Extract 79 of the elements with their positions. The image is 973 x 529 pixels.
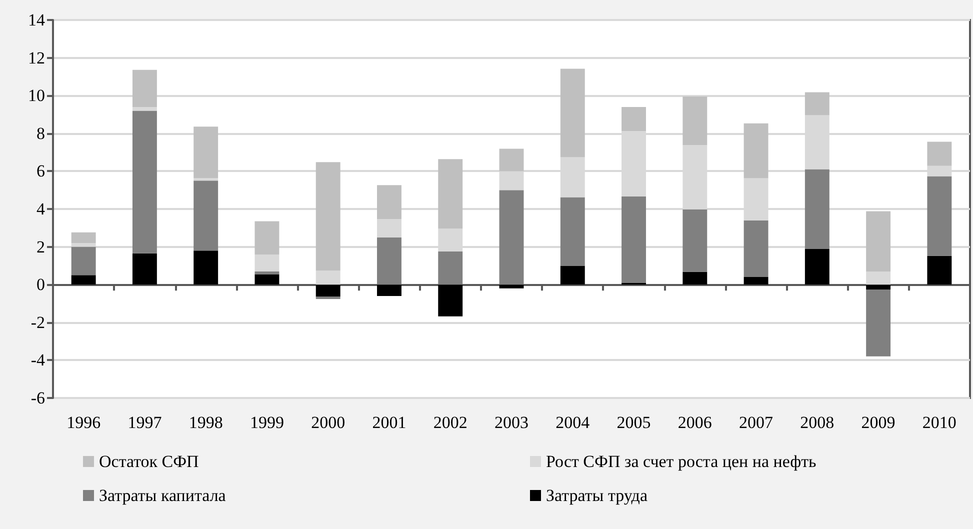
bar — [316, 284, 340, 297]
bar — [744, 123, 768, 178]
x-tick-label: 2010 — [922, 413, 956, 432]
bar — [71, 232, 96, 244]
bar — [194, 178, 218, 181]
y-tick-label: 12 — [28, 48, 45, 68]
bar — [132, 70, 157, 107]
legend-label: Рост СФП за счет роста цен на нефть — [546, 452, 817, 471]
bar — [866, 272, 891, 285]
bar — [560, 68, 585, 158]
bar — [927, 256, 952, 285]
bar — [560, 266, 585, 285]
bar — [377, 219, 402, 238]
bar — [804, 92, 830, 116]
bar — [622, 196, 646, 283]
bar — [499, 148, 524, 172]
bar — [194, 126, 218, 178]
bar — [927, 142, 952, 166]
legend-label: Затраты труда — [546, 486, 648, 505]
bar — [744, 277, 768, 285]
y-tick-label: 8 — [36, 124, 45, 143]
bar — [377, 284, 402, 296]
x-tick-label: 1998 — [188, 413, 223, 432]
bar — [744, 220, 768, 278]
x-tick-label: 2009 — [861, 413, 896, 432]
bar — [682, 96, 708, 146]
legend-label: Затраты капитала — [99, 486, 226, 505]
y-tick-label: 4 — [36, 200, 46, 218]
bar — [254, 274, 280, 285]
bar — [316, 162, 340, 271]
bar — [682, 272, 708, 285]
bar — [499, 284, 524, 288]
y-tick-label: -2 — [30, 312, 45, 332]
bar — [316, 270, 340, 285]
x-tick-label: 1996 — [66, 413, 101, 432]
y-tick-label: -6 — [30, 388, 45, 408]
y-tick-label: 6 — [36, 162, 45, 181]
bar — [927, 176, 952, 256]
x-tick-label: 2003 — [494, 413, 528, 432]
x-tick-label: 2005 — [616, 413, 651, 432]
x-tick-label: 1999 — [250, 413, 284, 432]
y-tick-label: 14 — [28, 10, 46, 30]
bar — [377, 237, 402, 285]
bar — [71, 246, 96, 276]
bar — [804, 248, 830, 285]
x-tick-label: 1997 — [128, 413, 162, 432]
bar — [132, 110, 157, 254]
bar — [499, 190, 524, 285]
bar — [377, 185, 402, 220]
x-tick-label: 2002 — [433, 413, 468, 432]
bar — [438, 284, 463, 316]
x-tick-label: 2004 — [556, 413, 590, 432]
bar — [866, 284, 891, 290]
x-tick-label: 2008 — [800, 413, 834, 432]
x-tick-label: 2001 — [372, 413, 406, 432]
x-tick-label: 2007 — [739, 413, 774, 432]
y-tick-label: 0 — [36, 275, 45, 294]
bar — [132, 106, 157, 111]
bar — [254, 272, 280, 274]
bar — [866, 290, 891, 356]
bar — [132, 253, 157, 285]
y-tick-label: 2 — [36, 237, 45, 256]
bar — [622, 106, 646, 132]
bar — [194, 180, 218, 251]
bar — [71, 275, 96, 285]
bar — [194, 250, 218, 285]
legend-label: Остаток СФП — [99, 452, 199, 471]
bar — [438, 252, 463, 285]
bar — [254, 254, 280, 272]
bar — [682, 209, 708, 272]
y-tick-label: 10 — [28, 86, 45, 106]
bar — [254, 221, 280, 255]
bar — [804, 169, 830, 249]
x-tick-label: 2006 — [678, 413, 712, 432]
x-tick-label: 2000 — [311, 413, 346, 432]
y-tick-label: -4 — [30, 350, 46, 370]
bar — [438, 159, 463, 228]
bar — [866, 211, 891, 272]
bar — [560, 197, 585, 266]
